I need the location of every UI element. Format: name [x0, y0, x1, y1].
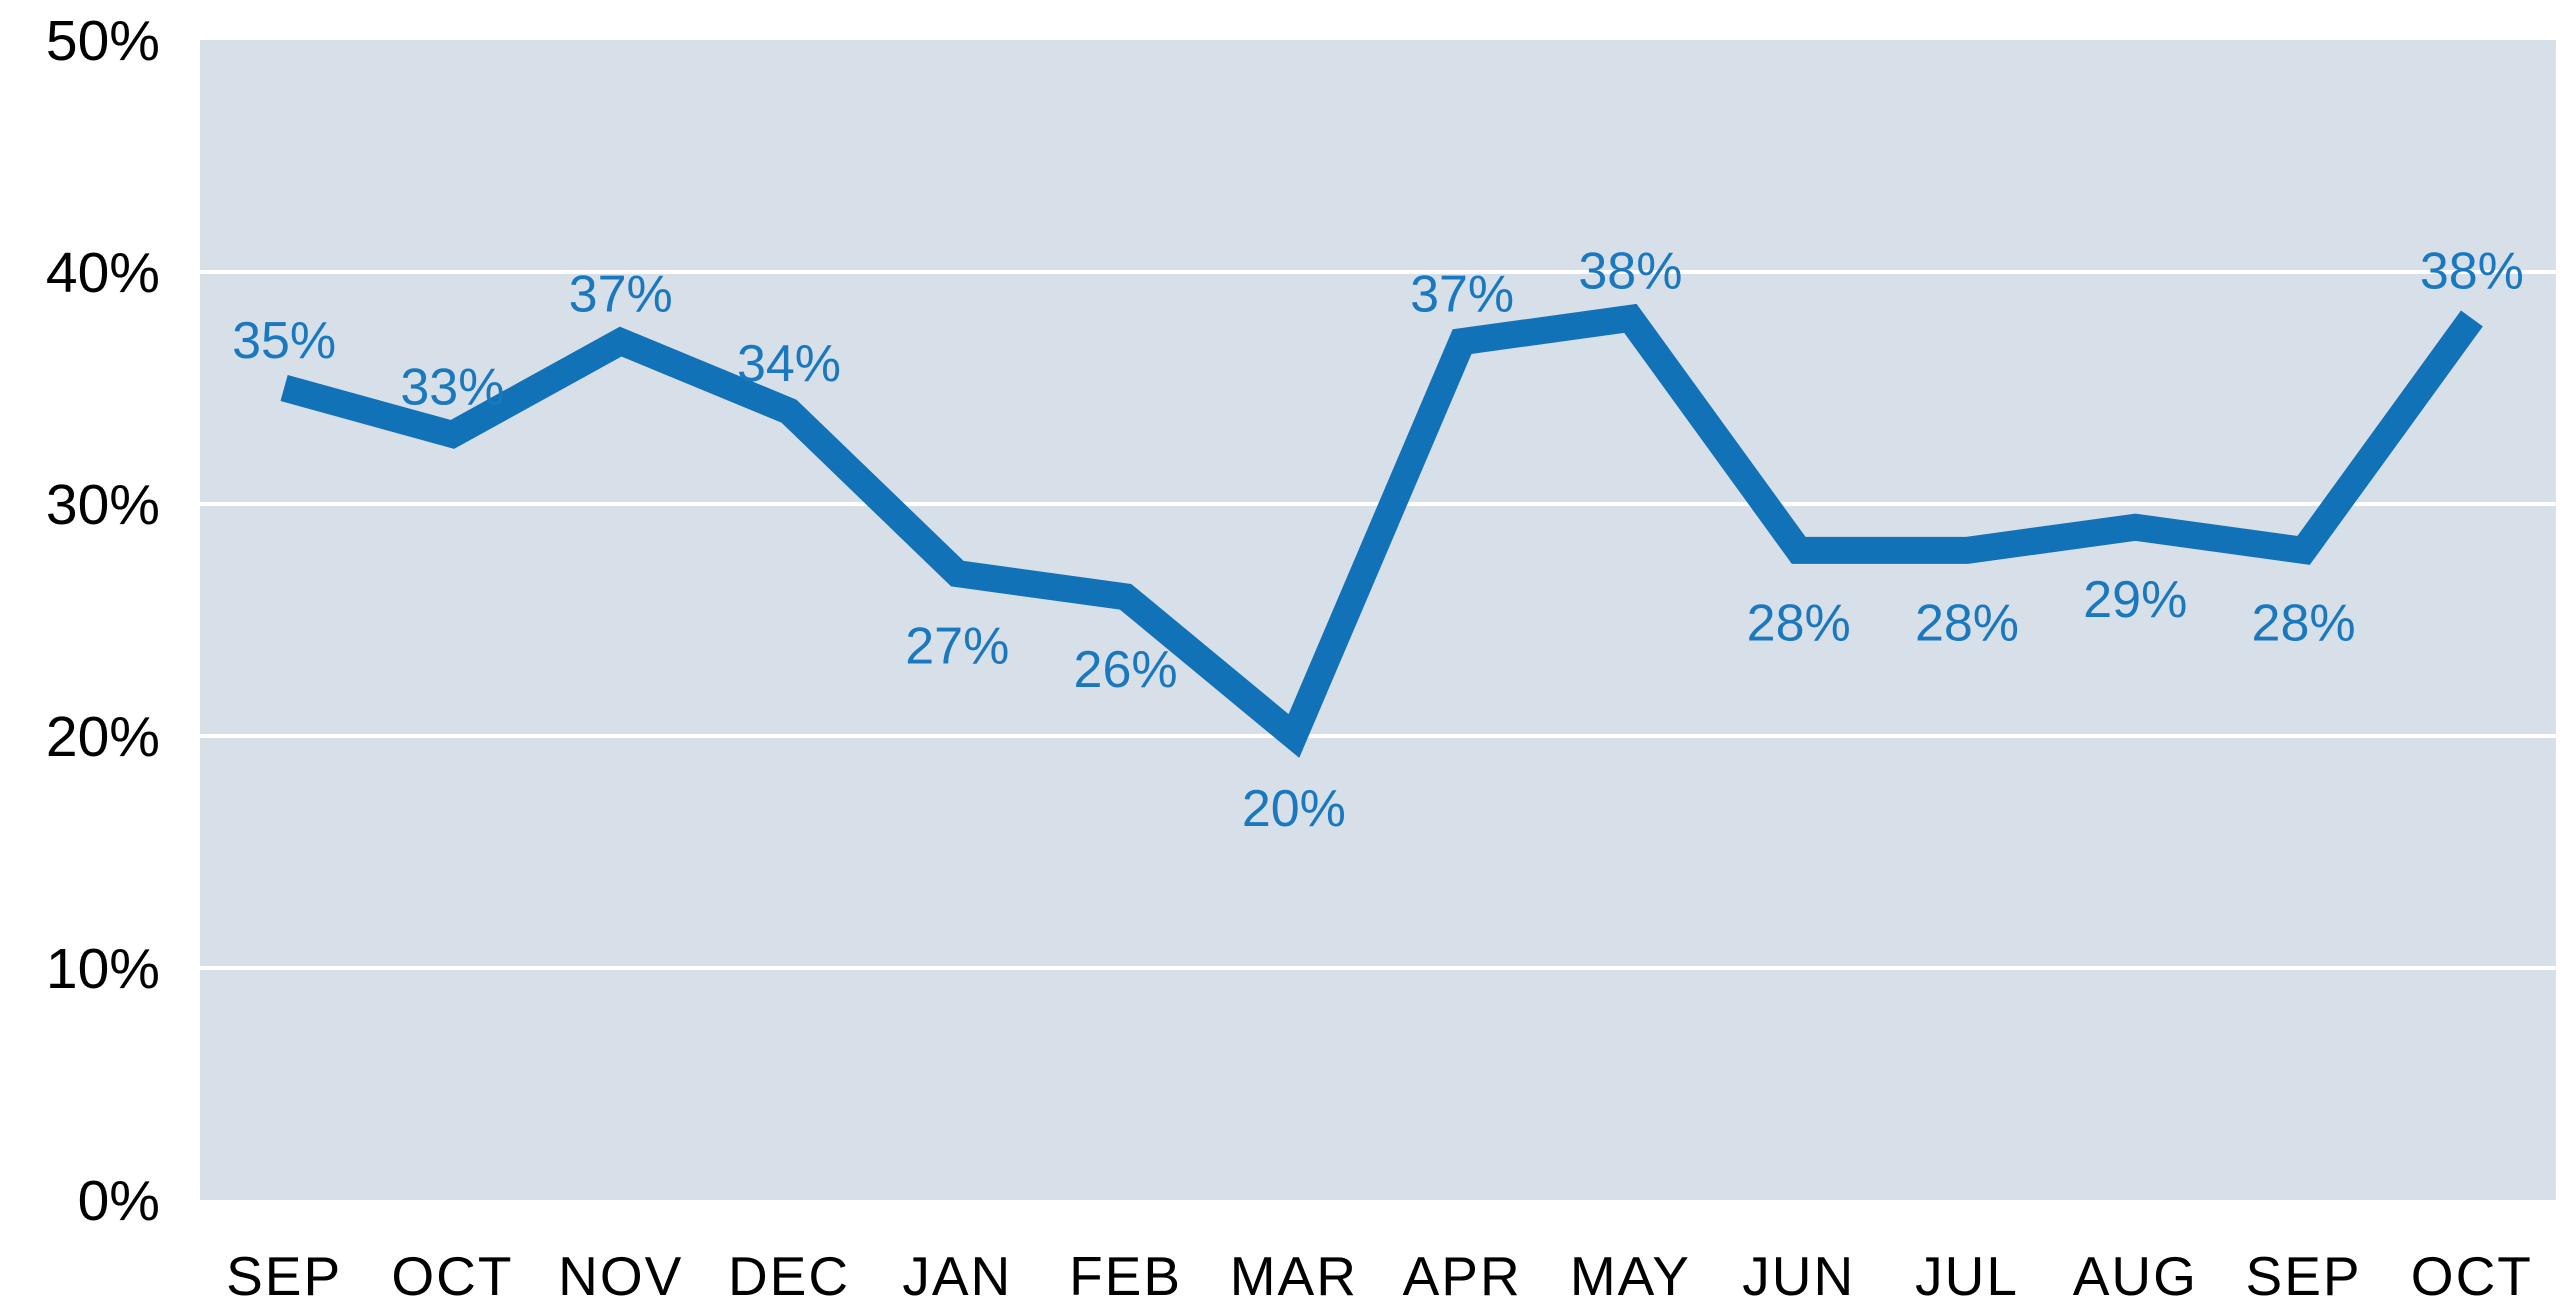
data-label: 28% [1915, 594, 2019, 652]
data-label: 33% [400, 358, 504, 416]
data-label: 28% [2252, 594, 2356, 652]
data-label: 27% [905, 618, 1009, 676]
x-tick-label: FEB [1069, 1245, 1182, 1307]
x-tick-label: JUL [1915, 1245, 2019, 1307]
y-tick-label: 30% [46, 473, 160, 537]
x-tick-label: JAN [902, 1245, 1012, 1307]
x-tick-label: MAR [1230, 1245, 1358, 1307]
series-line [280, 303, 2483, 758]
data-label: 34% [737, 335, 841, 393]
y-tick-label: 10% [46, 937, 160, 1001]
data-label: 28% [1747, 594, 1851, 652]
y-tick-label: 40% [46, 241, 160, 305]
y-tick-label: 0% [78, 1169, 160, 1233]
data-label: 35% [232, 312, 336, 370]
x-tick-label: DEC [728, 1245, 850, 1307]
x-tick-label: MAY [1570, 1245, 1691, 1307]
plot-area-background [200, 40, 2556, 1200]
x-tick-label: AUG [2073, 1245, 2198, 1307]
data-label: 37% [1410, 266, 1514, 324]
data-label: 26% [1074, 641, 1178, 699]
data-label: 37% [569, 266, 673, 324]
y-tick-label: 50% [46, 9, 160, 73]
x-tick-label: SEP [2246, 1245, 2362, 1307]
data-label: 38% [1578, 242, 1682, 300]
x-tick-label: OCT [2411, 1245, 2533, 1307]
data-label: 38% [2420, 242, 2524, 300]
x-tick-label: NOV [558, 1245, 683, 1307]
data-label: 29% [2083, 571, 2187, 629]
y-tick-label: 20% [46, 705, 160, 769]
data-label: 20% [1242, 780, 1346, 838]
x-tick-label: JUN [1742, 1245, 1855, 1307]
x-tick-label: APR [1403, 1245, 1522, 1307]
x-tick-label: SEP [226, 1245, 342, 1307]
x-tick-label: OCT [391, 1245, 513, 1307]
